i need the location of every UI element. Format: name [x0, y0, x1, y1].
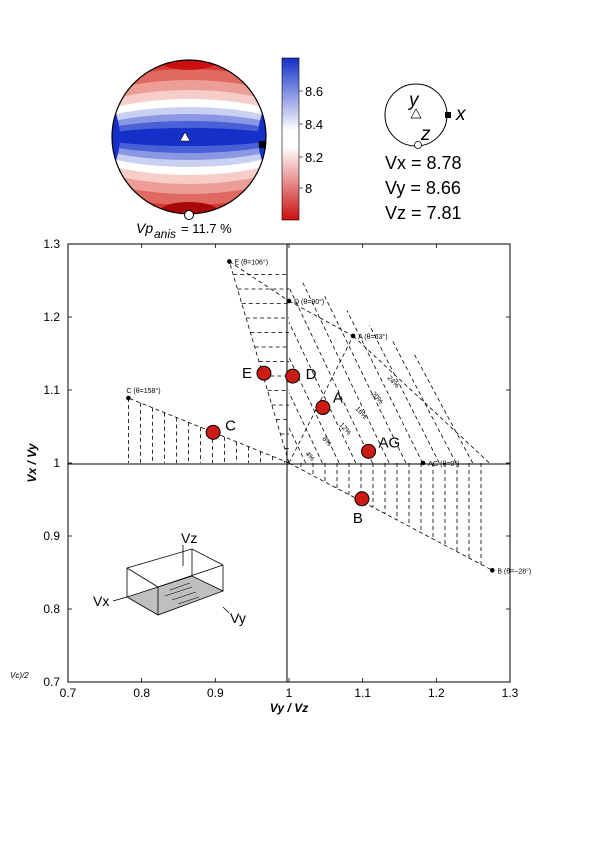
sample-label: D: [306, 366, 317, 383]
vy-value: Vy = 8.66: [385, 178, 461, 198]
colorbar-tick: 8.6: [305, 84, 323, 99]
corner-note: Vc)/2: [10, 671, 29, 680]
inset-vx-label: Vx: [93, 593, 109, 609]
contour-line: [324, 296, 407, 464]
sample-point-d: [285, 368, 301, 384]
x-axis-square-marker: [259, 141, 266, 148]
inset-vz-label: Vz: [181, 530, 197, 546]
reference-point-marker: [126, 395, 131, 401]
sample-point-e: [256, 365, 272, 381]
stereonet: [111, 59, 267, 220]
x-tick-label: 1.2: [428, 686, 445, 700]
boundary-line: [288, 462, 493, 571]
sample-point-c: [205, 424, 221, 440]
contour-line: [369, 324, 440, 464]
boundary-lines: [128, 261, 493, 571]
x-axis-label: Vy / Vz: [270, 701, 308, 715]
y-tick-label: 1.1: [43, 383, 60, 397]
contour-label: 4%: [304, 451, 316, 463]
reference-point-label: AG (θ=0°): [428, 460, 459, 468]
x-axis-ticks: 0.7 0.8 0.9 1 1.1 1.2 1.3: [60, 244, 519, 700]
inset-vy-label: Vy: [230, 610, 246, 626]
y-tick-label: 0.8: [43, 602, 60, 616]
y-tick-label: 0.7: [43, 675, 60, 689]
contour-label: 8%: [321, 436, 333, 448]
boundary-line: [229, 261, 290, 302]
x-tick-label: 0.7: [60, 686, 77, 700]
hatching: [128, 274, 482, 565]
sample-label: B: [353, 510, 363, 527]
contour-line: [288, 322, 357, 464]
reference-point-marker: [227, 259, 232, 264]
axis-key-z: z: [420, 124, 431, 145]
contour-line: [346, 310, 423, 464]
boundary-line: [228, 261, 290, 464]
contour-label: 16%: [354, 406, 369, 421]
reference-point-marker: [420, 460, 426, 466]
sample-points: E DA C AG B: [205, 365, 401, 527]
main-chart: 0.7 0.8 0.9 1 1.1 1.2 1.3 0.70.80.911.11.21.3 …: [10, 237, 531, 715]
x-tick-label: 1.3: [502, 686, 519, 700]
colorbar-tick: 8.2: [305, 150, 323, 165]
reference-point-marker: [350, 333, 356, 339]
contour-line: [288, 357, 340, 464]
y-axis-ticks: 0.7 0.8 0.9 1 1.1 1.2 1.3: [43, 237, 510, 689]
anisotropy-label: Vp anis = 11.7 %: [136, 220, 232, 241]
sample-point-b: [354, 491, 370, 507]
y-tick-label: 1: [53, 456, 60, 470]
contour-line: [413, 353, 474, 464]
z-axis-circle-marker: [184, 210, 194, 220]
sample-point-a: [315, 400, 331, 416]
colorbar-tick: 8: [305, 181, 312, 196]
sample-label: C: [225, 417, 236, 434]
contour-line: [302, 281, 390, 464]
contour-line: [391, 339, 457, 464]
contour-line: [288, 392, 323, 464]
velocity-values: Vx = 8.78 Vy = 8.66 Vz = 7.81: [385, 153, 462, 223]
reference-points: E (θ=106°) D (θ=90°) A (θ=63°) C (θ=158°) AG…: [126, 259, 531, 575]
sample-label: AG: [379, 434, 401, 451]
x-tick-label: 0.9: [207, 686, 224, 700]
x-tick-label: 0.8: [133, 686, 150, 700]
vz-value: Vz = 7.81: [385, 203, 462, 223]
reference-point-marker: [490, 568, 495, 573]
boundary-line: [352, 335, 490, 464]
reference-point-marker: [286, 298, 292, 304]
contour-line: [288, 287, 373, 464]
y-tick-label: 1.2: [43, 310, 60, 324]
axis-key-y: y: [407, 90, 420, 111]
svg-text:Vp: Vp: [136, 220, 153, 236]
contour-line: [288, 427, 307, 464]
sample-point-ag: [361, 443, 377, 459]
reference-point-label: D (θ=90°): [294, 298, 324, 306]
reference-point-label: E (θ=106°): [234, 259, 268, 267]
reference-point-label: C (θ=158°): [126, 387, 160, 395]
colorbar-tick: 8.4: [305, 117, 323, 132]
contour-label: 24%: [386, 375, 401, 390]
vx-value: Vx = 8.78: [385, 153, 462, 173]
y-axis-label: Vx / Vy: [25, 442, 39, 482]
boundary-line: [288, 300, 354, 337]
reference-point-label: A (θ=63°): [358, 333, 387, 341]
inset-box-diagram: Vz Vx Vy: [93, 530, 246, 626]
axis-key-x: x: [455, 104, 467, 125]
svg-text:= 11.7 %: = 11.7 %: [181, 221, 232, 236]
x-tick-label: 1: [286, 686, 293, 700]
reference-point-label: B (θ=−28°): [497, 567, 531, 575]
sample-label: A: [333, 390, 343, 407]
boundary-line: [288, 335, 354, 464]
axes-key: y x z: [384, 83, 467, 149]
colorbar: 8.6 8.4 8.2 8: [281, 57, 323, 221]
x-tick-label: 1.1: [354, 686, 371, 700]
y-axis-triangle-marker: [179, 131, 191, 142]
svg-text:anis: anis: [154, 227, 176, 241]
sample-label: E: [242, 365, 252, 382]
y-tick-label: 1.3: [43, 237, 60, 251]
y-tick-label: 0.9: [43, 529, 60, 543]
